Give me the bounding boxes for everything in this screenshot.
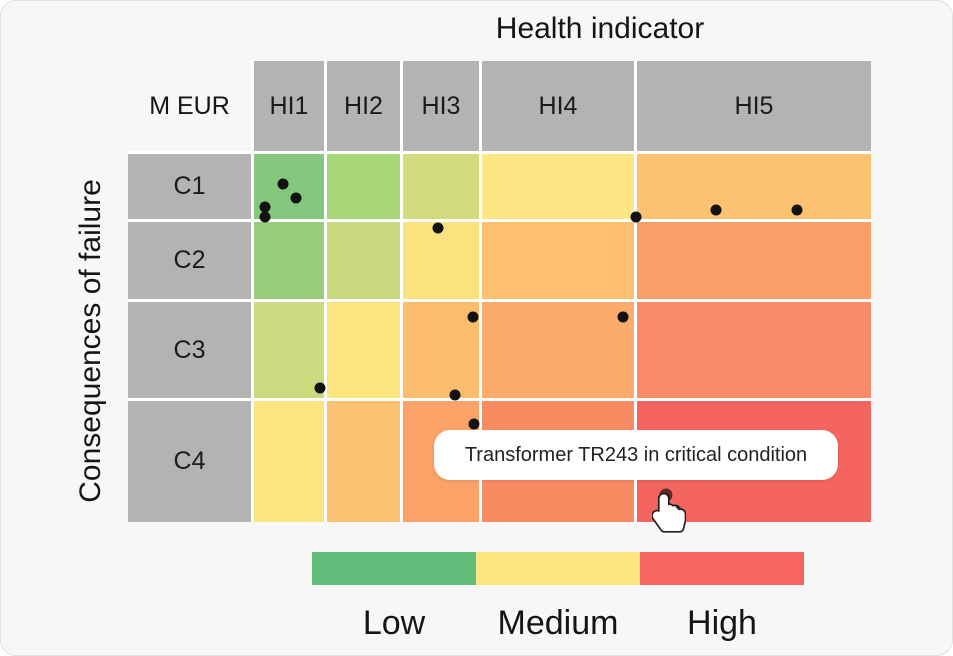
cell-c3-hi2 (327, 302, 400, 398)
row-header-c3: C3 (128, 302, 251, 398)
cell-c2-hi1 (254, 222, 324, 299)
data-point[interactable] (432, 222, 444, 234)
row-header-c1: C1 (128, 154, 251, 219)
data-point[interactable] (468, 418, 480, 430)
cell-c3-hi5 (637, 302, 871, 398)
legend-color-bar (312, 552, 804, 585)
cell-c4-hi1 (254, 401, 324, 522)
cell-c3-hi1 (254, 302, 324, 398)
legend-swatch-medium (476, 552, 640, 585)
cell-c3-hi4 (482, 302, 634, 398)
unit-label: M EUR (128, 61, 251, 151)
data-point[interactable] (791, 204, 803, 216)
legend-label-medium: Medium (497, 603, 619, 642)
cell-c1-hi2 (327, 154, 400, 219)
legend-swatch-low (312, 552, 476, 585)
cell-c1-hi5 (637, 154, 871, 219)
cell-c2-hi4 (482, 222, 634, 299)
data-point[interactable] (290, 192, 302, 204)
cell-c1-hi4 (482, 154, 634, 219)
cell-c2-hi2 (327, 222, 400, 299)
data-point[interactable] (259, 211, 271, 223)
chart-title: Health indicator (495, 12, 705, 45)
col-header-hi5: HI5 (637, 61, 871, 151)
data-point[interactable] (630, 211, 642, 223)
legend-label-low: Low (362, 603, 426, 642)
col-header-hi2: HI2 (327, 61, 400, 151)
data-point[interactable] (277, 178, 289, 190)
legend-labels: Low Medium High (312, 601, 804, 645)
data-point[interactable] (617, 311, 629, 323)
row-header-c2: C2 (128, 222, 251, 299)
cell-c2-hi5 (637, 222, 871, 299)
data-point[interactable] (314, 382, 326, 394)
cell-c4-hi2 (327, 401, 400, 522)
tooltip: Transformer TR243 in critical condition (434, 430, 838, 480)
hand-pointer-cursor-icon (652, 493, 686, 533)
data-point[interactable] (259, 201, 271, 213)
col-header-hi4: HI4 (482, 61, 634, 151)
y-axis-label: Consequences of failure (74, 179, 107, 503)
cell-c3-hi3 (403, 302, 479, 398)
tooltip-text: Transformer TR243 in critical condition (464, 443, 808, 466)
col-header-hi3: HI3 (403, 61, 479, 151)
legend-swatch-high (640, 552, 804, 585)
data-point[interactable] (710, 204, 722, 216)
cell-c2-hi3 (403, 222, 479, 299)
legend-label-high: High (687, 603, 757, 642)
row-header-c4: C4 (128, 401, 251, 522)
col-header-hi1: HI1 (254, 61, 324, 151)
cell-c1-hi3 (403, 154, 479, 219)
data-point[interactable] (449, 389, 461, 401)
data-point[interactable] (467, 311, 479, 323)
